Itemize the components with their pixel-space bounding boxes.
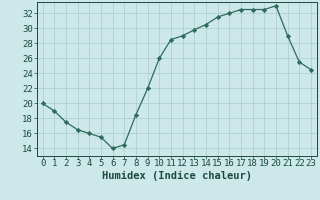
X-axis label: Humidex (Indice chaleur): Humidex (Indice chaleur) — [102, 171, 252, 181]
